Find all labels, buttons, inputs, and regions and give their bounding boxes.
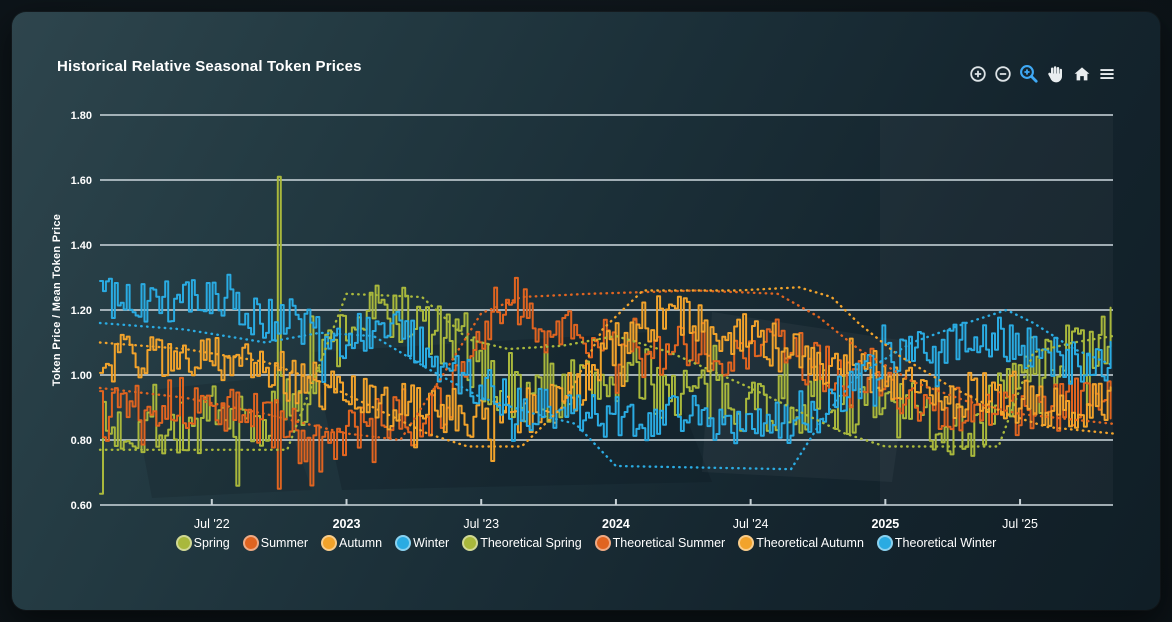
legend-label: Winter bbox=[413, 536, 450, 550]
x-tick-label: Jul '23 bbox=[463, 517, 499, 531]
y-tick-label: 1.00 bbox=[71, 370, 92, 382]
x-tick-label: 2025 bbox=[871, 517, 899, 531]
legend-item-winter[interactable]: Winter bbox=[395, 535, 449, 551]
zoom-select-icon[interactable] bbox=[1019, 64, 1039, 84]
x-tick-label: Jul '24 bbox=[733, 517, 769, 531]
y-tick-label: 1.60 bbox=[71, 175, 92, 187]
x-tick-label: 2023 bbox=[333, 517, 361, 531]
series-autumn-line[interactable] bbox=[99, 295, 1112, 462]
legend-marker-winter bbox=[395, 535, 412, 551]
series-summer-line[interactable] bbox=[99, 276, 1112, 490]
legend-label: Theoretical Summer bbox=[612, 536, 726, 550]
series-theoretical-winter-line[interactable] bbox=[98, 308, 1115, 471]
y-tick-label: 1.40 bbox=[71, 240, 92, 252]
series-theoretical-spring-line[interactable] bbox=[98, 292, 1115, 451]
legend-item-autumn[interactable]: Autumn bbox=[321, 535, 382, 551]
chart-legend: Spring Summer Autumn Winter Theoretical Spri… bbox=[12, 535, 1160, 551]
legend-label: Theoretical Autumn bbox=[756, 536, 864, 550]
x-tick-label: Jul '25 bbox=[1002, 517, 1038, 531]
legend-item-theoretical-summer[interactable]: Theoretical Summer bbox=[594, 535, 726, 551]
legend-marker-autumn bbox=[321, 535, 337, 551]
series-theoretical-summer-line[interactable] bbox=[98, 289, 1115, 442]
legend-item-spring[interactable]: Spring bbox=[175, 535, 230, 551]
legend-marker-theoretical-autumn bbox=[738, 535, 755, 551]
legend-label: Autumn bbox=[339, 536, 383, 550]
y-tick-label: 1.80 bbox=[71, 110, 92, 122]
legend-label: Spring bbox=[193, 536, 230, 550]
series-spring-line[interactable] bbox=[99, 175, 1112, 495]
x-tick-label: 2024 bbox=[602, 517, 630, 531]
menu-icon[interactable] bbox=[1098, 65, 1116, 83]
zoom-in-icon[interactable] bbox=[969, 65, 987, 83]
y-tick-label: 0.60 bbox=[71, 500, 92, 512]
chart-toolbar bbox=[969, 62, 1116, 86]
x-tick-label: Jul '22 bbox=[194, 517, 230, 531]
series-winter-line[interactable] bbox=[99, 273, 1112, 445]
legend-marker-theoretical-winter bbox=[876, 535, 893, 551]
legend-marker-spring bbox=[175, 535, 192, 551]
pan-icon[interactable] bbox=[1046, 64, 1066, 84]
legend-item-theoretical-autumn[interactable]: Theoretical Autumn bbox=[738, 535, 864, 551]
chart-card: Historical Relative Seasonal Token Price… bbox=[12, 12, 1160, 610]
legend-label: Theoretical Winter bbox=[894, 536, 997, 550]
legend-item-theoretical-spring[interactable]: Theoretical Spring bbox=[462, 535, 582, 551]
y-tick-label: 0.80 bbox=[71, 435, 92, 447]
legend-marker-theoretical-spring bbox=[462, 535, 479, 551]
legend-marker-theoretical-summer bbox=[594, 535, 611, 551]
reset-home-icon[interactable] bbox=[1073, 65, 1091, 83]
legend-marker-summer bbox=[242, 535, 259, 551]
legend-label: Summer bbox=[260, 536, 308, 550]
chart-title: Historical Relative Seasonal Token Price… bbox=[57, 58, 362, 75]
legend-item-summer[interactable]: Summer bbox=[242, 535, 308, 551]
legend-label: Theoretical Spring bbox=[480, 536, 582, 550]
y-tick-label: 1.20 bbox=[71, 305, 92, 317]
zoom-out-icon[interactable] bbox=[994, 65, 1012, 83]
x-axis: Jul '22 2023 Jul '23 2024 Jul '24 2025 Jul '25 bbox=[194, 499, 1038, 531]
legend-item-theoretical-winter[interactable]: Theoretical Winter bbox=[876, 535, 997, 551]
